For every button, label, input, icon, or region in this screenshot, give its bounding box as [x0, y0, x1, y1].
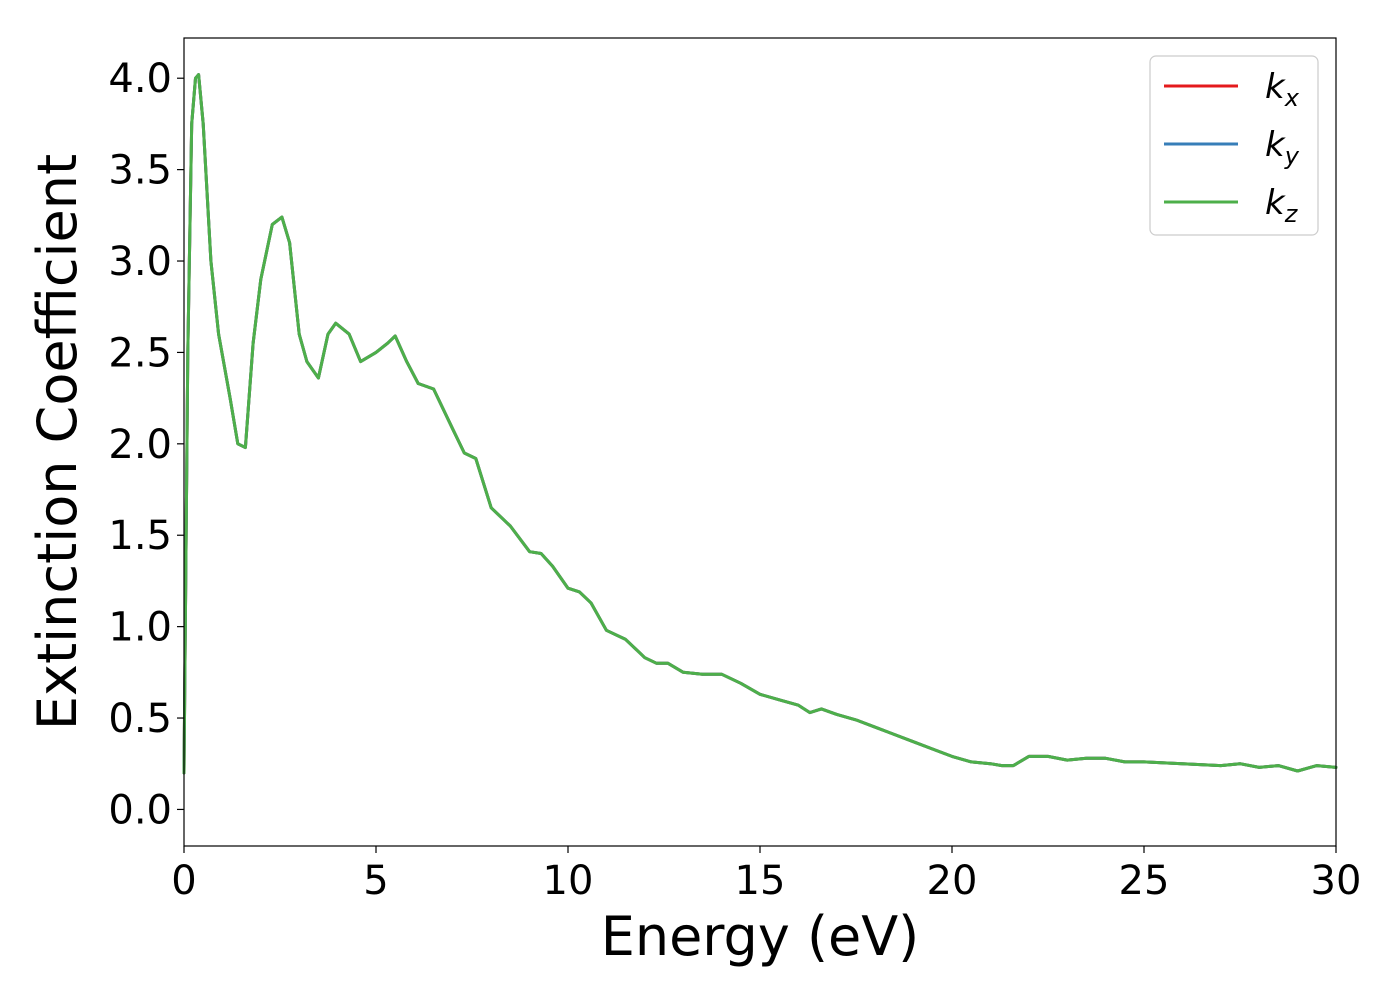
y-tick-label: 4.0 [108, 56, 172, 102]
y-axis-label: Extinction Coefficient [26, 154, 89, 730]
y-tick-label: 3.0 [108, 239, 172, 285]
y-tick-label: 0.5 [108, 696, 172, 742]
y-tick-label: 2.5 [108, 330, 172, 376]
y-tick-label: 2.0 [108, 422, 172, 468]
legend-label-k-z: kz [1265, 183, 1299, 228]
x-tick-label: 15 [735, 858, 786, 904]
series-line-k-z [182, 73, 1338, 775]
y-tick-label: 3.5 [108, 148, 172, 194]
x-tick-label: 25 [1119, 858, 1170, 904]
x-tick-label: 20 [927, 858, 978, 904]
x-tick-label: 0 [171, 858, 196, 904]
x-axis-label: Energy (eV) [601, 905, 920, 968]
legend-label-k-y: ky [1265, 125, 1300, 170]
x-tick-label: 30 [1311, 858, 1362, 904]
y-axis-ticks: 0.0 0.5 1.0 1.5 2.0 2.5 3.0 3.5 4.0 [108, 56, 184, 833]
x-tick-label: 5 [363, 858, 388, 904]
y-tick-label: 0.0 [108, 787, 172, 833]
series-layer [182, 73, 1338, 775]
legend: kx ky kz [1149, 55, 1319, 236]
y-tick-label: 1.5 [108, 513, 172, 559]
legend-items: kx ky kz [1164, 67, 1300, 228]
x-axis-ticks: 0 5 10 15 20 25 30 [171, 846, 1361, 904]
y-tick-label: 1.0 [108, 605, 172, 651]
legend-label-k-x: kx [1265, 67, 1300, 112]
x-tick-label: 10 [543, 858, 594, 904]
